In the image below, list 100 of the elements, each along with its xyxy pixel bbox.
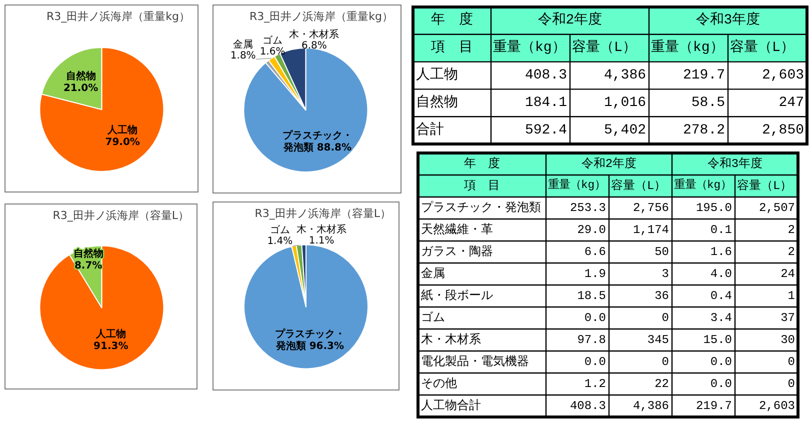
data-label: 345 — [647, 333, 669, 347]
data-label: 1.2 — [584, 377, 606, 391]
chart-title: R3_田井ノ浜海岸（容量L） — [254, 207, 391, 220]
data-label: 24 — [780, 267, 795, 281]
data-label: 3 — [662, 267, 669, 281]
pie-slice — [39, 245, 164, 370]
slice-label: プラスチック・発泡類 88.8% — [282, 130, 352, 154]
data-label: 0.0 — [584, 355, 606, 369]
text: 項 目 — [430, 40, 473, 56]
data-label: 0 — [788, 377, 795, 391]
x-tick-label: 容量（L） — [730, 39, 794, 56]
text: 年 度 — [431, 12, 473, 29]
data-label: 0.0 — [584, 311, 606, 325]
data-label: 219.7 — [682, 68, 725, 84]
data-label: 1.6% — [260, 46, 286, 58]
slice-label: ゴム — [262, 34, 283, 47]
x-tick-label: 重量（kg） — [651, 39, 724, 56]
data-label: 219.7 — [696, 399, 732, 413]
data-label: 0 — [662, 311, 669, 325]
data-label: 247 — [778, 94, 804, 111]
x-tick-label: 重量（kg） — [493, 39, 566, 56]
text: 令和3年度 — [696, 12, 760, 29]
data-label: 1.1% — [308, 235, 334, 246]
text: 項 目 — [463, 179, 500, 193]
data-label: 1.8% — [230, 50, 256, 62]
data-label: 0.0 — [710, 377, 732, 391]
text: 令和2年度 — [538, 12, 602, 29]
y-tick-label: ゴム — [421, 311, 445, 325]
slice-label: 金属 — [233, 38, 254, 51]
x-tick-label: 容量（L） — [737, 178, 792, 193]
chart-title: R3_田井ノ浜海岸（容量L） — [52, 209, 189, 222]
y-tick-label: 紙・段ボール — [421, 289, 493, 303]
data-label: 0 — [788, 355, 795, 369]
y-tick-label: ガラス・陶器 — [421, 245, 493, 259]
pie-slice — [39, 47, 164, 172]
x-tick-label: 重量（kg） — [548, 178, 606, 192]
data-label: 408.3 — [524, 68, 567, 84]
y-tick-label: 合計 — [416, 121, 444, 138]
data-label: 50 — [654, 245, 669, 259]
y-tick-label: 自然物 — [416, 94, 458, 111]
data-label: 3.4 — [710, 311, 732, 325]
text: 令和2年度 — [581, 156, 637, 171]
y-tick-label: その他 — [421, 377, 457, 391]
data-label: 4.0 — [710, 267, 732, 281]
data-label: 0 — [662, 355, 669, 369]
data-label: 37 — [780, 311, 795, 325]
slice-label: ゴム — [270, 224, 290, 236]
data-label: 1 — [788, 289, 795, 303]
data-label: 1.6 — [710, 245, 732, 259]
data-label: 184.1 — [524, 94, 567, 111]
data-label: 18.5 — [577, 289, 606, 303]
slice-label: 木・木材系 — [296, 223, 347, 236]
data-label: 21.0% — [63, 83, 98, 94]
data-label: 1,016 — [604, 94, 646, 111]
y-tick-label: 金属 — [421, 267, 445, 281]
data-label: 2 — [788, 223, 795, 237]
y-tick-label: 人工物 — [416, 66, 458, 84]
x-tick-label: 重量（kg） — [674, 178, 732, 192]
x-tick-label: 容量（L） — [611, 178, 666, 193]
chart-title: R3_田井ノ浜海岸（重量kg） — [250, 10, 393, 23]
y-tick-label: 天然繊維・革 — [421, 223, 493, 237]
data-label: 2,756 — [632, 201, 669, 215]
data-label: 408.3 — [570, 399, 606, 413]
data-label: 253.3 — [570, 201, 606, 215]
data-label: 36 — [654, 289, 669, 303]
slice-label: プラスチック・発泡類 96.3% — [274, 328, 345, 352]
data-label: 2,603 — [762, 68, 804, 84]
data-label: 2 — [788, 245, 795, 259]
data-label: 2,603 — [758, 399, 795, 413]
y-tick-label: 電化製品・電気機器 — [421, 355, 529, 369]
data-label: 592.4 — [524, 122, 567, 138]
data-label: 22 — [654, 377, 669, 391]
data-label: 2,850 — [762, 122, 804, 138]
data-label: 30 — [780, 333, 795, 347]
data-label: 29.0 — [577, 223, 606, 237]
slice-label: 木・木材系 — [289, 28, 340, 40]
data-label: 58.5 — [691, 94, 725, 111]
data-label: 195.0 — [696, 201, 732, 215]
data-label: 91.3% — [94, 341, 128, 352]
text: 年 度 — [464, 156, 500, 171]
x-tick-label: 容量（L） — [572, 39, 636, 56]
data-label: 4,386 — [604, 68, 646, 84]
data-label: 1,174 — [632, 223, 669, 237]
data-label: 5,402 — [604, 122, 646, 138]
text: 令和3年度 — [707, 156, 763, 171]
data-label: 15.0 — [703, 333, 732, 347]
data-label: 97.8 — [577, 333, 606, 347]
data-label: 4,386 — [632, 399, 669, 413]
pie-slice — [244, 244, 368, 370]
slice-label: 人工物 — [94, 328, 126, 340]
data-label: 278.2 — [682, 122, 725, 138]
data-label: 2,507 — [758, 201, 795, 215]
slice-label: 自然物 — [66, 70, 96, 82]
data-label: 1.9 — [584, 267, 606, 281]
data-label: 6.6 — [584, 245, 606, 259]
y-tick-label: 人工物合計 — [421, 398, 481, 413]
data-label: 0.4 — [710, 289, 732, 303]
data-label: 1.4% — [267, 236, 293, 247]
data-label: 79.0% — [105, 136, 140, 148]
y-tick-label: プラスチック・発泡類 — [421, 200, 541, 215]
